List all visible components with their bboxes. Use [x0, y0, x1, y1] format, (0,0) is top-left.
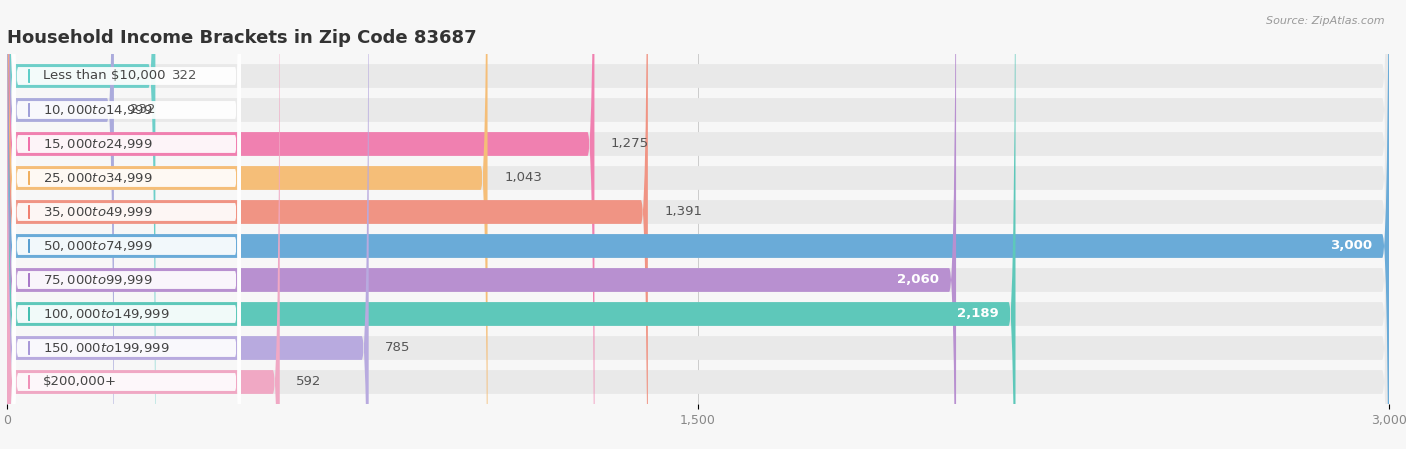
FancyBboxPatch shape: [7, 0, 648, 449]
Text: $50,000 to $74,999: $50,000 to $74,999: [44, 239, 153, 253]
FancyBboxPatch shape: [13, 0, 240, 449]
FancyBboxPatch shape: [13, 0, 240, 449]
FancyBboxPatch shape: [7, 0, 1389, 449]
Text: $200,000+: $200,000+: [44, 375, 117, 388]
FancyBboxPatch shape: [7, 0, 1389, 449]
Text: 2,189: 2,189: [957, 308, 998, 321]
FancyBboxPatch shape: [7, 0, 1389, 449]
FancyBboxPatch shape: [7, 0, 1389, 449]
FancyBboxPatch shape: [13, 0, 240, 449]
FancyBboxPatch shape: [13, 0, 240, 449]
Text: $10,000 to $14,999: $10,000 to $14,999: [44, 103, 153, 117]
FancyBboxPatch shape: [7, 0, 956, 449]
Text: 2,060: 2,060: [897, 273, 939, 286]
Text: 592: 592: [297, 375, 322, 388]
Text: 1,391: 1,391: [665, 206, 703, 219]
FancyBboxPatch shape: [7, 0, 368, 449]
Text: $100,000 to $149,999: $100,000 to $149,999: [44, 307, 170, 321]
FancyBboxPatch shape: [7, 0, 1015, 449]
Text: Source: ZipAtlas.com: Source: ZipAtlas.com: [1267, 16, 1385, 26]
Text: 3,000: 3,000: [1330, 239, 1372, 252]
FancyBboxPatch shape: [7, 0, 1389, 449]
FancyBboxPatch shape: [13, 0, 240, 449]
FancyBboxPatch shape: [13, 0, 240, 449]
Text: $25,000 to $34,999: $25,000 to $34,999: [44, 171, 153, 185]
FancyBboxPatch shape: [7, 0, 1389, 449]
FancyBboxPatch shape: [7, 0, 1389, 449]
FancyBboxPatch shape: [7, 0, 1389, 449]
FancyBboxPatch shape: [13, 0, 240, 449]
Text: 785: 785: [385, 342, 411, 355]
Text: $75,000 to $99,999: $75,000 to $99,999: [44, 273, 153, 287]
FancyBboxPatch shape: [7, 0, 1389, 449]
FancyBboxPatch shape: [7, 0, 488, 449]
FancyBboxPatch shape: [7, 0, 280, 449]
Text: Less than $10,000: Less than $10,000: [44, 70, 166, 83]
Text: Household Income Brackets in Zip Code 83687: Household Income Brackets in Zip Code 83…: [7, 29, 477, 47]
FancyBboxPatch shape: [13, 0, 240, 449]
Text: 1,043: 1,043: [505, 172, 541, 185]
FancyBboxPatch shape: [7, 0, 1389, 449]
Text: $15,000 to $24,999: $15,000 to $24,999: [44, 137, 153, 151]
Text: 322: 322: [172, 70, 197, 83]
FancyBboxPatch shape: [7, 0, 156, 449]
FancyBboxPatch shape: [7, 0, 1389, 449]
FancyBboxPatch shape: [7, 0, 595, 449]
Text: $35,000 to $49,999: $35,000 to $49,999: [44, 205, 153, 219]
Text: 232: 232: [131, 103, 156, 116]
FancyBboxPatch shape: [7, 0, 114, 449]
Text: $150,000 to $199,999: $150,000 to $199,999: [44, 341, 170, 355]
Text: 1,275: 1,275: [612, 137, 650, 150]
FancyBboxPatch shape: [13, 0, 240, 449]
FancyBboxPatch shape: [13, 0, 240, 449]
